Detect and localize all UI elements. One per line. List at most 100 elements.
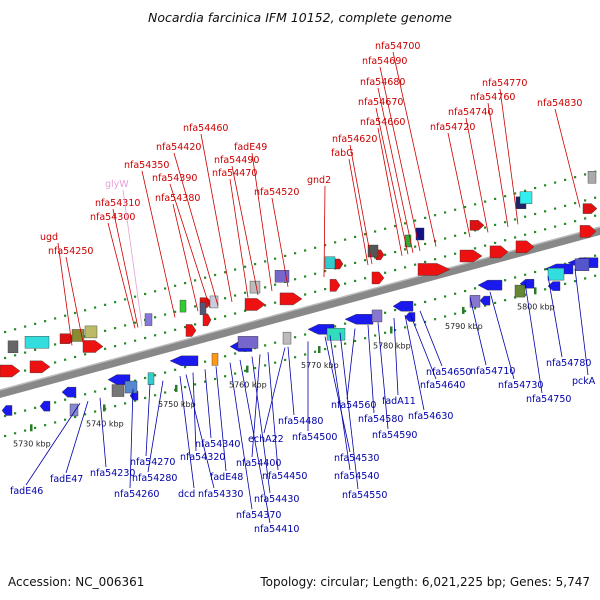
label-connector bbox=[392, 51, 437, 247]
scale-dot bbox=[64, 398, 67, 401]
scale-dot bbox=[294, 252, 297, 255]
scale-dot bbox=[424, 260, 427, 264]
label-connector bbox=[419, 310, 443, 367]
scale-dot bbox=[474, 287, 477, 290]
gene-forward-arrow bbox=[279, 292, 303, 306]
scale-dot bbox=[64, 314, 67, 317]
label-connector bbox=[404, 314, 425, 411]
topology-text: Topology: circular; Length: 6,021,225 bp… bbox=[260, 575, 590, 589]
gene-box bbox=[24, 336, 50, 349]
scale-dot bbox=[314, 272, 317, 275]
scale-dot bbox=[364, 259, 367, 262]
label-connector bbox=[393, 317, 399, 396]
gene-label-bottom: fadE47 bbox=[50, 474, 83, 485]
gene-forward-arrow bbox=[459, 249, 483, 263]
gene-forward-arrow bbox=[417, 263, 451, 276]
scale-dot bbox=[274, 283, 277, 286]
label-connector bbox=[185, 374, 215, 489]
accession-text: Accession: NC_006361 bbox=[8, 575, 145, 589]
scale-dot bbox=[264, 344, 267, 347]
gene-label-top: nfa54490 bbox=[214, 155, 259, 166]
scale-dot bbox=[574, 220, 577, 223]
gene-box bbox=[237, 336, 259, 349]
gene-box bbox=[211, 353, 219, 366]
scale-dot bbox=[164, 391, 167, 394]
label-connector bbox=[57, 242, 73, 346]
scale-dot bbox=[464, 231, 467, 235]
scale-dot bbox=[444, 255, 447, 258]
label-connector bbox=[173, 152, 219, 306]
scale-dot bbox=[484, 226, 487, 229]
scale-dot bbox=[64, 358, 67, 361]
genome-title: Nocardia farcinica IFM 10152, complete g… bbox=[148, 10, 452, 25]
scale-dot bbox=[514, 276, 517, 279]
scale-tick bbox=[246, 365, 249, 373]
gene-forward-arrow bbox=[334, 258, 344, 270]
label-connector bbox=[524, 282, 543, 394]
scale-dot bbox=[214, 317, 217, 321]
scale-dot bbox=[174, 310, 177, 313]
gene-forward-arrow bbox=[29, 360, 51, 374]
label-connector bbox=[271, 197, 289, 287]
scale-dot bbox=[544, 184, 547, 187]
gene-label-bottom: nfa54590 bbox=[372, 430, 417, 441]
label-connector bbox=[251, 354, 261, 458]
scale-dot bbox=[464, 309, 467, 313]
scale-dot bbox=[194, 305, 197, 308]
scale-label: 5760 kbp bbox=[229, 381, 267, 390]
scale-dot bbox=[124, 402, 127, 405]
scale-dot bbox=[464, 205, 467, 209]
scale-dot bbox=[104, 329, 107, 332]
scale-dot bbox=[344, 238, 347, 241]
scale-dot bbox=[394, 308, 397, 312]
scale-dot bbox=[494, 197, 497, 200]
gene-label-bottom: nfa54530 bbox=[334, 453, 379, 464]
label-connector bbox=[169, 183, 211, 309]
gene-box bbox=[519, 191, 533, 204]
scale-dot bbox=[304, 353, 307, 356]
scale-dot bbox=[574, 202, 577, 205]
scale-dot bbox=[154, 394, 157, 397]
scale-dot bbox=[4, 434, 7, 438]
scale-dot bbox=[354, 261, 357, 265]
gene-label-top: gnd2 bbox=[307, 175, 331, 186]
scale-dot bbox=[584, 217, 587, 220]
scale-label: 5730 kbp bbox=[13, 439, 51, 448]
scale-dot bbox=[184, 326, 187, 329]
gene-label-bottom: nfa54260 bbox=[114, 489, 159, 500]
scale-dot bbox=[504, 221, 507, 224]
scale-dot bbox=[114, 345, 117, 348]
scale-dot bbox=[314, 246, 317, 249]
scale-dot bbox=[274, 301, 277, 304]
scale-dot bbox=[244, 309, 247, 312]
scale-dot bbox=[114, 301, 117, 304]
scale-dot bbox=[184, 366, 187, 369]
label-connector bbox=[339, 332, 359, 490]
scale-dot bbox=[134, 321, 137, 324]
scale-dot bbox=[384, 331, 387, 334]
scale-dot bbox=[284, 358, 287, 362]
scale-dot bbox=[84, 413, 87, 416]
gene-box bbox=[587, 171, 597, 184]
label-connector bbox=[346, 328, 356, 400]
scale-dot bbox=[204, 276, 207, 279]
scale-dot bbox=[564, 222, 567, 225]
scale-dot bbox=[414, 245, 417, 248]
scale-dot bbox=[494, 223, 497, 226]
gene-label-bottom: nfa54400 bbox=[236, 458, 281, 469]
scale-dot bbox=[124, 342, 127, 345]
scale-dot bbox=[234, 268, 237, 271]
scale-dot bbox=[124, 298, 127, 301]
scale-dot bbox=[174, 284, 177, 287]
gene-label-top: nfa54770 bbox=[482, 78, 527, 89]
scale-dot bbox=[154, 316, 157, 319]
gene-forward-arrow bbox=[515, 240, 535, 254]
gene-forward-arrow bbox=[82, 340, 104, 353]
label-connector bbox=[377, 127, 403, 256]
scale-dot bbox=[154, 290, 157, 293]
gene-label-bottom: nfa54410 bbox=[254, 524, 299, 535]
scale-dot bbox=[584, 277, 587, 280]
scale-dot bbox=[454, 252, 457, 255]
scale-dot bbox=[454, 234, 457, 237]
